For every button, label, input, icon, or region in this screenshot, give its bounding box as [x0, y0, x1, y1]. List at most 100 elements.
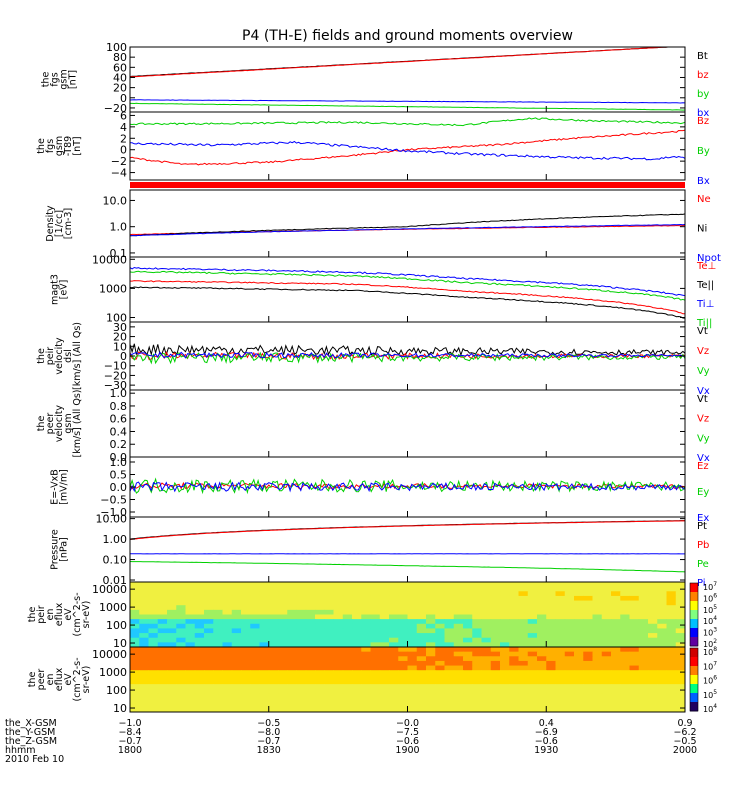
y-label-line: -T89	[63, 136, 74, 156]
series-peir_velocity-0	[129, 343, 686, 357]
colorbar-tick-label: 107	[703, 581, 717, 592]
y-label-line: gsm	[59, 69, 70, 89]
colorbar-tick-label: 104	[703, 703, 717, 714]
y-tick-label: 0	[120, 350, 127, 363]
legend-peer_velocity-2: Vy	[697, 433, 710, 444]
y-tick-label: 0.5	[110, 469, 128, 482]
y-label-line: E=-VxB	[50, 469, 61, 504]
footer-value-x: −1.0	[118, 718, 141, 729]
y-label-line: the	[41, 72, 52, 88]
panel-efield: 1.00.50.0−0.5−1.0 E=-VxB[mV/m] Ez Ey Ex	[50, 456, 710, 524]
legend-temperature-0: Te⊥	[696, 261, 716, 272]
legend-efield-1: Ey	[697, 487, 709, 498]
y-tick-label: 10000	[92, 583, 127, 596]
footer-value-x: −0.5	[257, 718, 280, 729]
y-tick-label: −4	[111, 167, 127, 180]
colorbar-band	[690, 657, 698, 667]
legend-pressure-0: Pt	[697, 521, 707, 532]
y-label-line: peir	[45, 347, 56, 366]
colorbar-band	[690, 684, 698, 694]
y-tick-label: 80	[113, 51, 127, 64]
series-pressure-1	[129, 520, 686, 540]
series-peir_velocity-3	[129, 351, 686, 359]
footer-value-y: −6.2	[673, 727, 696, 738]
y-tick-label: 10.0	[103, 194, 128, 207]
y-label-line: Density	[45, 205, 56, 241]
legend-fgs-1: bz	[697, 70, 709, 81]
footer-value-z: −0.7	[257, 736, 280, 747]
panel-frame	[129, 516, 686, 583]
y-label-line: the	[36, 416, 47, 432]
colorbar-band	[690, 628, 698, 638]
y-label-line: gsm	[63, 413, 74, 433]
y-label-line: eV	[63, 673, 74, 686]
y-tick-label: 0	[120, 144, 127, 157]
legend-peir_velocity-2: Vy	[697, 366, 710, 377]
y-tick-label: 100	[106, 41, 127, 54]
colorbar-tick-label: 104	[703, 615, 717, 626]
y-label-line: velocity	[54, 405, 65, 443]
legend-peir_velocity-1: Vz	[697, 346, 709, 357]
heatmap-cells	[130, 647, 686, 713]
panel-frame	[129, 256, 686, 323]
series-density-2	[129, 223, 686, 237]
y-tick-label: 0.6	[110, 413, 128, 426]
y-label-line: the	[36, 138, 47, 154]
y-tick-label: 20	[113, 331, 127, 344]
panel-temperature: 10000 1000 100 magt3[eV] Te⊥ Te|| Ti⊥ Ti||	[50, 253, 717, 329]
y-label-line: sr-eV)	[81, 601, 92, 629]
y-tick-label: 1.0	[110, 387, 128, 400]
y-tick-label: 10000	[92, 253, 127, 266]
legend-efield-0: Ez	[697, 461, 709, 472]
y-label-line: peir	[36, 605, 47, 624]
colorbar: 108 107 106 105 104	[689, 646, 717, 714]
footer-row-label: the_Y-GSM	[5, 727, 55, 738]
footer-value-t: 1930	[534, 745, 558, 756]
colorbar-band	[690, 675, 698, 685]
y-label-line: fgs	[50, 72, 61, 86]
y-tick-label: 100	[106, 619, 127, 632]
legend-fgs-0: Bt	[697, 51, 708, 62]
legend-density-2: Npot	[697, 253, 721, 264]
y-tick-label: 40	[113, 71, 127, 84]
y-tick-label: 1.0	[110, 456, 128, 469]
y-tick-label: 60	[113, 61, 127, 74]
footer-value-y: −8.0	[257, 727, 280, 738]
footer-value-t: 1830	[257, 745, 281, 756]
colorbar-tick-label: 102	[703, 638, 717, 649]
legend-peer_velocity-0: Vt	[697, 394, 708, 405]
series-efield-2	[129, 481, 686, 493]
series-fgs_t89-1	[129, 117, 686, 127]
panel-peir_eflux: 10710610510410310210000100010010thepeire…	[27, 581, 717, 650]
colorbar-tick-label: 106	[703, 592, 717, 603]
footer-value-x: 0.9	[677, 718, 692, 729]
y-tick-label: 0.2	[110, 438, 128, 451]
y-label-line: [km/s] (All Qs)	[72, 322, 83, 390]
y-tick-label: 10000	[92, 648, 127, 661]
y-tick-label: 6	[120, 109, 127, 122]
series-pressure-0	[129, 520, 685, 540]
y-tick-label: 0.8	[110, 400, 128, 413]
footer-value-x: −0.0	[396, 718, 419, 729]
footer-value-t: 2000	[673, 745, 697, 756]
y-tick-label: −1.0	[100, 506, 127, 519]
colorbar-band	[690, 702, 698, 712]
y-label-line: [nT]	[72, 136, 83, 155]
y-label-line: [eV]	[59, 280, 70, 300]
y-axis-label: magt3[eV]	[50, 274, 70, 305]
y-label-line: gsm	[54, 136, 65, 156]
figure-title: P4 (TH-E) fields and ground moments over…	[242, 28, 573, 44]
heatmap-cells	[130, 582, 686, 648]
y-label-line: the	[27, 672, 38, 688]
y-tick-label: −20	[104, 369, 127, 382]
y-label-line: [cm-3]	[63, 208, 74, 239]
y-axis-label: E=-VxB[mV/m]	[50, 469, 70, 505]
legend-density-0: Ne	[697, 194, 711, 205]
y-label-line: sr-eV)	[81, 666, 92, 694]
